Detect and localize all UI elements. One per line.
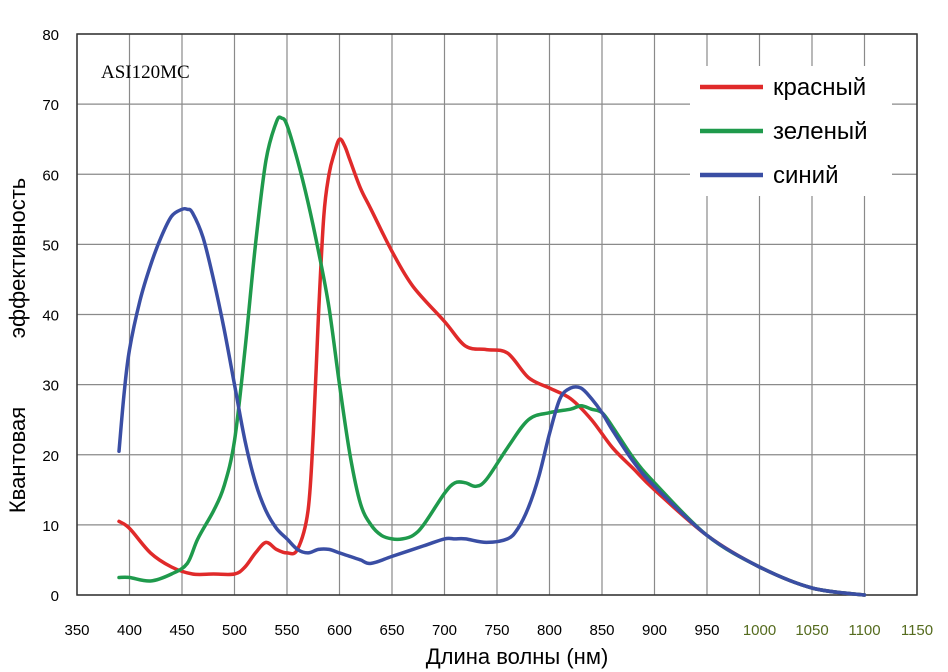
y-axis-label-line1: Квантовая <box>5 407 30 513</box>
x-tick-label: 400 <box>117 622 142 639</box>
y-tick-label: 30 <box>42 378 59 395</box>
legend-label: красный <box>773 74 866 101</box>
series-lines <box>117 115 867 597</box>
x-tick-label: 650 <box>379 622 404 639</box>
series-line-green <box>117 115 867 597</box>
legend-item-red: красный <box>700 74 866 101</box>
x-tick-label: 600 <box>327 622 352 639</box>
plot-frame <box>76 33 918 596</box>
x-tick-label: 1150 <box>901 622 933 639</box>
y-tick-label: 40 <box>42 308 59 325</box>
y-tick-label: 10 <box>42 518 59 535</box>
model-label: ASI120MC <box>101 62 190 83</box>
x-tick-label: 450 <box>169 622 194 639</box>
series-line-blue <box>117 206 867 597</box>
x-tick-label: 500 <box>222 622 247 639</box>
y-tick-label: 20 <box>42 448 59 465</box>
x-tick-label: 750 <box>484 622 509 639</box>
y-tick-label: 70 <box>42 97 59 114</box>
x-tick-label: 800 <box>537 622 562 639</box>
legend-item-green: зеленый <box>700 118 868 145</box>
legend-item-blue: синий <box>700 162 838 189</box>
legend: красный зеленый синий <box>690 66 892 196</box>
x-tick-label: 950 <box>694 622 719 639</box>
series-line-red <box>117 137 867 597</box>
y-tick-label: 80 <box>42 27 59 44</box>
y-tick-label: 60 <box>42 167 59 184</box>
x-tick-labels: 350 400 450 500 550 600 650 700 750 800 850 900 950 1… <box>64 622 933 639</box>
x-tick-label: 1100 <box>848 622 880 639</box>
x-tick-label: 700 <box>432 622 457 639</box>
x-tick-label: 1000 <box>743 622 776 639</box>
legend-label: синий <box>773 162 838 189</box>
x-tick-label: 1050 <box>795 622 828 639</box>
y-axis-label-line2: эффективность <box>5 178 30 339</box>
x-tick-label: 550 <box>274 622 299 639</box>
y-tick-label: 50 <box>42 237 59 254</box>
x-tick-label: 900 <box>642 622 667 639</box>
legend-label: зеленый <box>773 118 868 145</box>
x-tick-label: 350 <box>64 622 89 639</box>
y-tick-label: 0 <box>51 588 59 605</box>
x-axis-label: Длина волны (нм) <box>426 644 609 669</box>
y-tick-labels: 0 10 20 30 40 50 60 70 80 <box>42 27 59 605</box>
x-tick-label: 850 <box>589 622 614 639</box>
